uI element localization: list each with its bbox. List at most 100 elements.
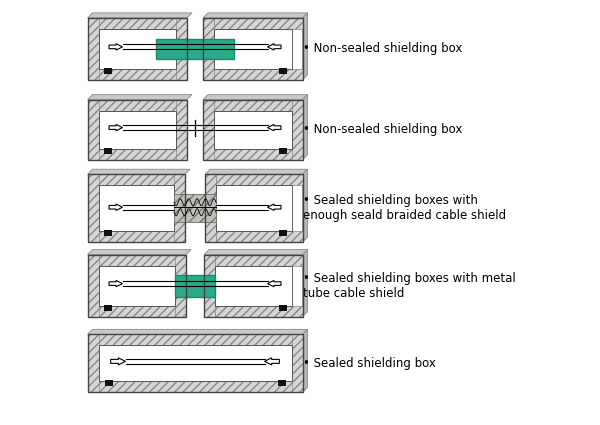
Bar bbox=[88, 18, 187, 80]
Bar bbox=[98, 266, 175, 306]
Bar bbox=[88, 306, 186, 317]
Polygon shape bbox=[205, 169, 308, 174]
Polygon shape bbox=[203, 95, 308, 99]
Bar bbox=[88, 334, 302, 392]
Bar bbox=[203, 18, 214, 80]
Polygon shape bbox=[88, 13, 192, 18]
Bar bbox=[203, 18, 302, 80]
Polygon shape bbox=[88, 95, 192, 99]
Bar bbox=[176, 18, 187, 39]
Polygon shape bbox=[109, 125, 122, 131]
Text: • Sealed shielding box: • Sealed shielding box bbox=[303, 357, 436, 370]
Bar bbox=[88, 149, 187, 160]
Bar bbox=[205, 231, 302, 242]
Bar bbox=[88, 255, 186, 266]
Polygon shape bbox=[268, 44, 281, 50]
Bar bbox=[292, 334, 302, 392]
Bar bbox=[88, 99, 187, 160]
Bar bbox=[175, 296, 186, 317]
Bar bbox=[88, 381, 302, 392]
Polygon shape bbox=[302, 169, 308, 242]
Bar bbox=[88, 174, 185, 185]
Bar bbox=[204, 296, 215, 317]
Bar bbox=[88, 99, 98, 160]
Bar bbox=[204, 255, 215, 275]
Polygon shape bbox=[268, 204, 281, 210]
Bar bbox=[88, 334, 98, 392]
Bar bbox=[204, 255, 302, 266]
Bar bbox=[204, 255, 302, 317]
Bar bbox=[104, 380, 113, 386]
Polygon shape bbox=[110, 358, 125, 365]
Bar bbox=[292, 99, 302, 160]
Polygon shape bbox=[268, 125, 281, 131]
Bar bbox=[216, 185, 292, 231]
Bar bbox=[98, 346, 292, 381]
Polygon shape bbox=[302, 13, 308, 80]
Bar bbox=[98, 29, 176, 69]
Text: • Sealed shielding boxes with
enough seald braided cable shield: • Sealed shielding boxes with enough sea… bbox=[303, 194, 506, 222]
Polygon shape bbox=[88, 329, 308, 334]
Bar bbox=[88, 18, 98, 80]
Bar bbox=[104, 230, 112, 236]
Bar bbox=[176, 99, 187, 160]
Bar bbox=[203, 69, 302, 80]
Bar bbox=[203, 149, 302, 160]
Text: • Sealed shielding boxes with metal
tube cable shield: • Sealed shielding boxes with metal tube… bbox=[303, 272, 516, 300]
Bar bbox=[205, 174, 302, 185]
Bar bbox=[88, 174, 185, 242]
Polygon shape bbox=[109, 280, 122, 287]
Text: • Non-sealed shielding box: • Non-sealed shielding box bbox=[303, 123, 463, 136]
Bar bbox=[88, 99, 187, 110]
Bar bbox=[88, 334, 302, 346]
Polygon shape bbox=[88, 249, 191, 255]
Polygon shape bbox=[88, 169, 190, 174]
Text: • Non-sealed shielding box: • Non-sealed shielding box bbox=[303, 42, 463, 55]
Bar bbox=[174, 174, 185, 194]
Bar bbox=[205, 222, 216, 242]
Bar bbox=[203, 99, 302, 110]
Bar bbox=[205, 174, 302, 242]
Bar bbox=[88, 69, 187, 80]
Bar bbox=[88, 174, 98, 242]
Bar bbox=[175, 275, 215, 297]
Polygon shape bbox=[109, 204, 122, 210]
Polygon shape bbox=[204, 249, 308, 255]
Bar bbox=[88, 255, 98, 317]
Bar bbox=[203, 59, 214, 80]
Bar bbox=[104, 68, 112, 74]
Polygon shape bbox=[302, 249, 308, 317]
Bar bbox=[104, 147, 112, 153]
Bar bbox=[278, 305, 287, 311]
Bar bbox=[88, 255, 186, 317]
Bar bbox=[98, 185, 174, 231]
Bar bbox=[205, 174, 216, 242]
Bar bbox=[88, 231, 185, 242]
Bar bbox=[176, 59, 187, 80]
Bar bbox=[214, 110, 292, 149]
Bar bbox=[203, 18, 214, 39]
Polygon shape bbox=[302, 95, 308, 160]
Bar bbox=[174, 222, 185, 242]
Bar bbox=[215, 266, 292, 306]
Bar bbox=[104, 305, 112, 311]
Polygon shape bbox=[265, 358, 280, 365]
Bar bbox=[278, 147, 287, 153]
Bar bbox=[204, 255, 215, 317]
Bar bbox=[98, 110, 176, 149]
Bar bbox=[205, 174, 216, 194]
Bar bbox=[278, 230, 287, 236]
Bar bbox=[203, 18, 302, 29]
Bar bbox=[277, 380, 286, 386]
Bar bbox=[214, 29, 292, 69]
Polygon shape bbox=[302, 329, 308, 392]
Bar bbox=[203, 99, 302, 160]
Bar bbox=[88, 18, 187, 29]
Bar bbox=[204, 306, 302, 317]
Bar bbox=[278, 68, 287, 74]
Polygon shape bbox=[109, 44, 122, 50]
Bar bbox=[156, 39, 234, 59]
Polygon shape bbox=[203, 13, 308, 18]
Polygon shape bbox=[268, 280, 281, 287]
Bar bbox=[175, 255, 186, 275]
